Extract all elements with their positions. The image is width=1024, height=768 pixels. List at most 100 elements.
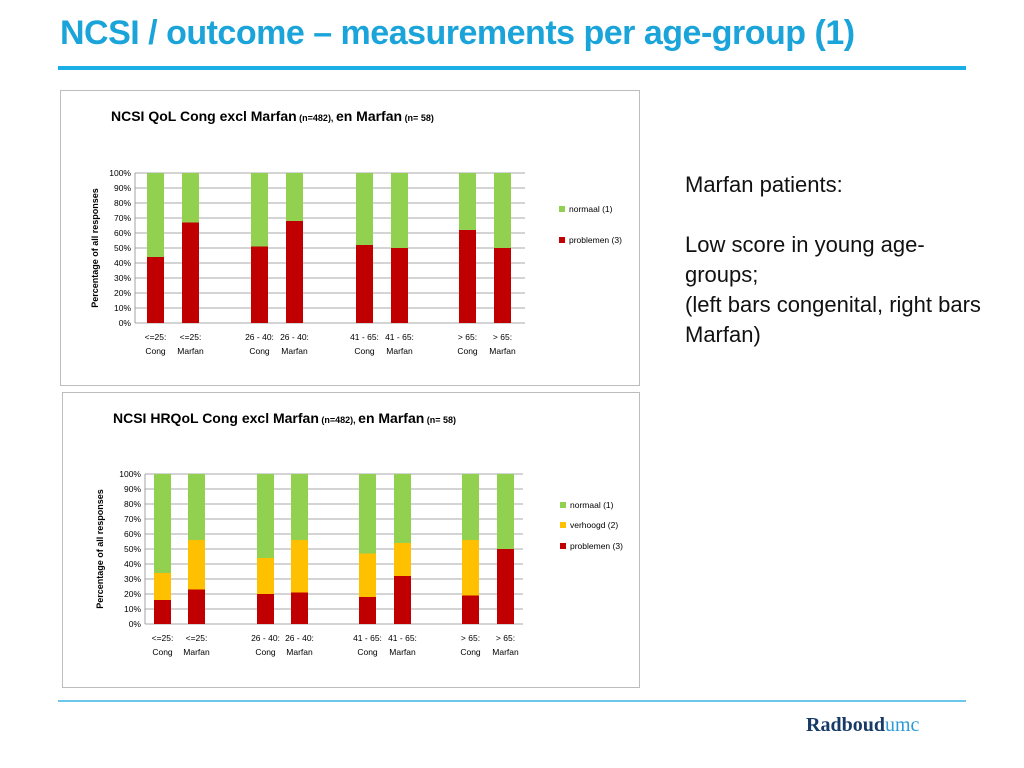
y-tick-label: 10%: [114, 303, 131, 313]
logo-part-1: Radboud: [806, 714, 885, 736]
legend-label-problemen: problemen (3): [570, 541, 623, 551]
title-divider: [58, 66, 966, 70]
x-tick-label: 26 - 40:: [251, 633, 280, 643]
bar-verhoogd: [188, 540, 205, 590]
x-tick-label: 26 - 40:: [285, 633, 314, 643]
note-line-1: Marfan patients:: [685, 172, 843, 197]
bar-problemen: [459, 230, 476, 323]
x-tick-label: <=25:: [180, 332, 202, 342]
x-tick-label: > 65:: [493, 332, 512, 342]
bar-normaal: [251, 173, 268, 247]
legend-label-normaal: normaal (1): [570, 500, 614, 510]
bar-problemen: [394, 576, 411, 624]
x-tick-label: Cong: [255, 647, 276, 657]
chart-title-part-3: en Marfan: [358, 410, 424, 426]
bar-problemen: [182, 222, 199, 323]
y-tick-label: 20%: [114, 288, 131, 298]
bar-verhoogd: [257, 558, 274, 594]
bar-normaal: [494, 173, 511, 248]
y-tick-label: 70%: [124, 514, 141, 524]
bar-problemen: [291, 592, 308, 624]
y-tick-label: 60%: [114, 228, 131, 238]
y-axis-label: Percentage of all responses: [95, 489, 105, 609]
legend-swatch-verhoogd: [560, 522, 566, 528]
bar-normaal: [497, 474, 514, 549]
bar-normaal: [154, 474, 171, 573]
x-tick-label: 41 - 65:: [350, 332, 379, 342]
y-tick-label: 100%: [109, 168, 131, 178]
x-tick-label: 26 - 40:: [280, 332, 309, 342]
bar-verhoogd: [462, 540, 479, 596]
x-tick-label: Cong: [249, 346, 270, 356]
legend-label-problemen: problemen (3): [569, 235, 622, 245]
chart-qol: NCSI QoL Cong excl Marfan (n=482), en Ma…: [90, 108, 622, 356]
y-tick-label: 20%: [124, 589, 141, 599]
bar-problemen: [147, 257, 164, 323]
x-tick-label: Cong: [354, 346, 375, 356]
y-tick-label: 70%: [114, 213, 131, 223]
bar-problemen: [494, 248, 511, 323]
legend-swatch-problemen: [559, 237, 565, 243]
side-note: Marfan patients: Low score in young age-…: [685, 170, 985, 350]
bar-problemen: [356, 245, 373, 323]
legend-label-normaal: normaal (1): [569, 204, 613, 214]
chart-hrqol: NCSI HRQoL Cong excl Marfan (n=482), en …: [95, 410, 623, 657]
x-tick-label: <=25:: [152, 633, 174, 643]
bar-normaal: [356, 173, 373, 245]
y-tick-label: 100%: [119, 469, 141, 479]
chart-title-part-4: (n= 58): [402, 113, 434, 123]
note-line-3: (left bars congenital, right bars Marfan…: [685, 292, 981, 347]
bar-problemen: [188, 589, 205, 624]
x-tick-label: <=25:: [186, 633, 208, 643]
bar-problemen: [462, 595, 479, 624]
chart-hrqol-panel: NCSI HRQoL Cong excl Marfan (n=482), en …: [62, 392, 640, 688]
chart-qol-panel: NCSI QoL Cong excl Marfan (n=482), en Ma…: [60, 90, 640, 386]
x-tick-label: Marfan: [286, 647, 313, 657]
y-tick-label: 50%: [114, 243, 131, 253]
bar-normaal: [147, 173, 164, 257]
x-tick-label: 41 - 65:: [388, 633, 417, 643]
y-tick-label: 80%: [114, 198, 131, 208]
x-tick-label: Cong: [145, 346, 166, 356]
radboudumc-logo: Radboudumc: [806, 714, 919, 737]
bar-problemen: [497, 549, 514, 624]
y-tick-label: 40%: [114, 258, 131, 268]
chart-title-part-1: NCSI HRQoL Cong excl Marfan: [113, 410, 319, 426]
bar-normaal: [391, 173, 408, 248]
x-tick-label: Marfan: [386, 346, 413, 356]
y-tick-label: 0%: [129, 619, 142, 629]
y-tick-label: 40%: [124, 559, 141, 569]
chart-title-part-3: en Marfan: [336, 108, 402, 124]
x-tick-label: Marfan: [183, 647, 210, 657]
legend-swatch-normaal: [560, 502, 566, 508]
legend-label-verhoogd: verhoogd (2): [570, 520, 618, 530]
bar-normaal: [182, 173, 199, 223]
x-tick-label: > 65:: [496, 633, 515, 643]
bar-problemen: [359, 597, 376, 624]
note-line-2: Low score in young age-groups;: [685, 232, 925, 287]
bar-problemen: [257, 594, 274, 624]
y-tick-label: 90%: [124, 484, 141, 494]
x-tick-label: Cong: [457, 346, 478, 356]
x-tick-label: Cong: [152, 647, 173, 657]
bar-normaal: [291, 474, 308, 540]
bar-normaal: [188, 474, 205, 540]
bar-verhoogd: [154, 573, 171, 600]
y-axis-label: Percentage of all responses: [90, 188, 100, 308]
bar-problemen: [251, 246, 268, 323]
x-tick-label: > 65:: [461, 633, 480, 643]
bar-normaal: [459, 173, 476, 230]
chart-title-part-2: (n=482),: [297, 113, 336, 123]
footer-divider: [58, 700, 966, 702]
chart-title-part-1: NCSI QoL Cong excl Marfan: [111, 108, 297, 124]
bar-problemen: [286, 221, 303, 323]
y-tick-label: 90%: [114, 183, 131, 193]
bar-normaal: [286, 173, 303, 221]
y-tick-label: 50%: [124, 544, 141, 554]
y-tick-label: 80%: [124, 499, 141, 509]
x-tick-label: Cong: [357, 647, 378, 657]
bar-verhoogd: [291, 540, 308, 593]
x-tick-label: Marfan: [177, 346, 204, 356]
note-gap: [685, 200, 985, 230]
x-tick-label: 26 - 40:: [245, 332, 274, 342]
